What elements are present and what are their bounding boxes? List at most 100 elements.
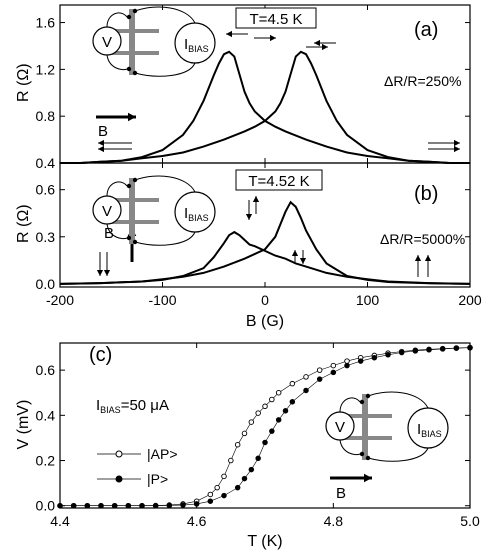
- lead-wire-v1: [339, 397, 361, 413]
- x-tick-label: 200: [458, 292, 482, 308]
- data-point-2: [70, 502, 77, 509]
- temperature-label: T=4.52 K: [248, 173, 309, 190]
- data-point-2: [282, 408, 289, 414]
- lead-wire-i1: [134, 6, 196, 24]
- series-line-2: [60, 50, 470, 164]
- data-point-1: [303, 374, 309, 380]
- lead-wire-i2: [134, 62, 196, 77]
- data-point-1: [275, 389, 282, 396]
- data-point-2: [269, 428, 275, 434]
- data-point-2: [426, 347, 432, 353]
- device-strip-top: [111, 198, 159, 202]
- data-point-2: [255, 455, 261, 462]
- lead-wire-i1: [367, 391, 429, 409]
- data-point-1: [289, 380, 296, 387]
- lead-wire-i2: [367, 447, 429, 462]
- panel-b: 0.0 0.3 0.6 -200 -100 0 100 200 R (Ω) B (G) T=4.52…: [15, 162, 482, 330]
- magnetization-arrow-head: [226, 30, 232, 38]
- device-strip-vertical: [129, 9, 135, 75]
- data-point-2: [412, 348, 419, 354]
- x-tick-label: 100: [356, 292, 380, 308]
- data-point-2: [234, 484, 241, 491]
- magnetization-arrow-head: [291, 250, 299, 256]
- magnetization-arrow-head: [454, 145, 460, 153]
- data-point-2: [289, 399, 296, 405]
- y-axis-label: R (Ω): [15, 63, 32, 102]
- bias-label: IBIAS=50 μA: [96, 397, 169, 415]
- series-line-1: [60, 50, 470, 164]
- panel-label: (a): [414, 19, 438, 41]
- bias-subscript: BIAS: [421, 429, 442, 439]
- device-strip-bottom: [111, 51, 159, 55]
- legend-label-1: |AP>: [147, 446, 178, 462]
- y-tick-label: 0.4: [36, 407, 56, 423]
- data-point-2: [139, 502, 145, 509]
- magnetization-arrow-head: [103, 270, 111, 276]
- x-tick-label: 5.0: [460, 513, 480, 529]
- y-tick-label: 0.2: [36, 453, 56, 469]
- contact-dot: [132, 8, 138, 14]
- x-axis-label: T (K): [247, 533, 282, 550]
- x-tick-label: 4.8: [324, 513, 344, 529]
- x-tick-label: 4.4: [50, 513, 70, 529]
- data-point-2: [357, 358, 364, 364]
- device-strip-top: [111, 29, 159, 33]
- contact-dot: [365, 455, 371, 461]
- contact-dot: [365, 393, 371, 399]
- voltmeter-label: V: [335, 419, 345, 436]
- magnetization-arrow-head: [96, 270, 104, 276]
- lead-wire-v1: [106, 181, 128, 197]
- device-strip-bottom: [111, 220, 159, 224]
- series-line-2: [59, 200, 471, 285]
- contact-dot: [126, 235, 132, 241]
- current-source-symbol: [174, 191, 216, 233]
- lead-wire-v2: [339, 439, 361, 456]
- current-source-symbol: [174, 22, 216, 64]
- field-label: B: [98, 123, 108, 140]
- contact-dot: [126, 14, 132, 20]
- data-point-2: [152, 502, 159, 509]
- data-point-2: [262, 439, 268, 446]
- y-tick-label: 0.0: [36, 276, 56, 292]
- lead-wire-v2: [106, 223, 128, 240]
- panel-label: (c): [89, 344, 112, 366]
- data-point-2: [84, 502, 91, 509]
- data-point-1: [207, 491, 214, 498]
- field-label: B: [104, 225, 114, 242]
- magnetization-arrow-head: [314, 39, 320, 47]
- data-point-2: [207, 498, 214, 504]
- magnetization-arrow-head: [98, 139, 104, 147]
- data-point-2: [316, 376, 323, 382]
- data-point-2: [125, 502, 132, 509]
- data-point-2: [275, 417, 282, 423]
- magnetization-arrow-head: [270, 34, 276, 42]
- bias-subscript: BIAS: [188, 213, 209, 223]
- x-tick-label: 0: [261, 292, 269, 308]
- panel-a: 0.40.81.21.6R (Ω)T=4.5 K (a)ΔR/R=250%BV IB…: [15, 4, 471, 171]
- contact-dot: [126, 183, 132, 189]
- field-label: B: [336, 485, 346, 502]
- contact-dot: [132, 177, 138, 183]
- data-point-2: [111, 502, 118, 509]
- y-axis-label: R (Ω): [15, 204, 32, 243]
- magnetization-arrow-head: [252, 196, 260, 202]
- data-point-2: [221, 492, 227, 499]
- ratio-label: ΔR/R=250%: [384, 73, 461, 89]
- data-point-2: [330, 369, 337, 376]
- data-point-2: [193, 501, 200, 507]
- data-point-1: [228, 457, 234, 464]
- data-point-2: [398, 349, 405, 356]
- lead-wire-i2: [134, 231, 196, 246]
- y-tick-label: 1.6: [36, 15, 56, 31]
- device-strip-vertical: [129, 178, 135, 244]
- magnetization-arrow-head: [454, 139, 460, 147]
- device-strip-bottom: [344, 436, 392, 440]
- data-point-1: [316, 367, 323, 373]
- y-tick-label: 0.6: [36, 362, 56, 378]
- data-point-1: [234, 441, 241, 448]
- device-strip-vertical: [362, 394, 368, 460]
- field-arrow-head: [364, 473, 372, 483]
- data-point-2: [439, 346, 446, 352]
- y-tick-label: 0.3: [36, 229, 56, 245]
